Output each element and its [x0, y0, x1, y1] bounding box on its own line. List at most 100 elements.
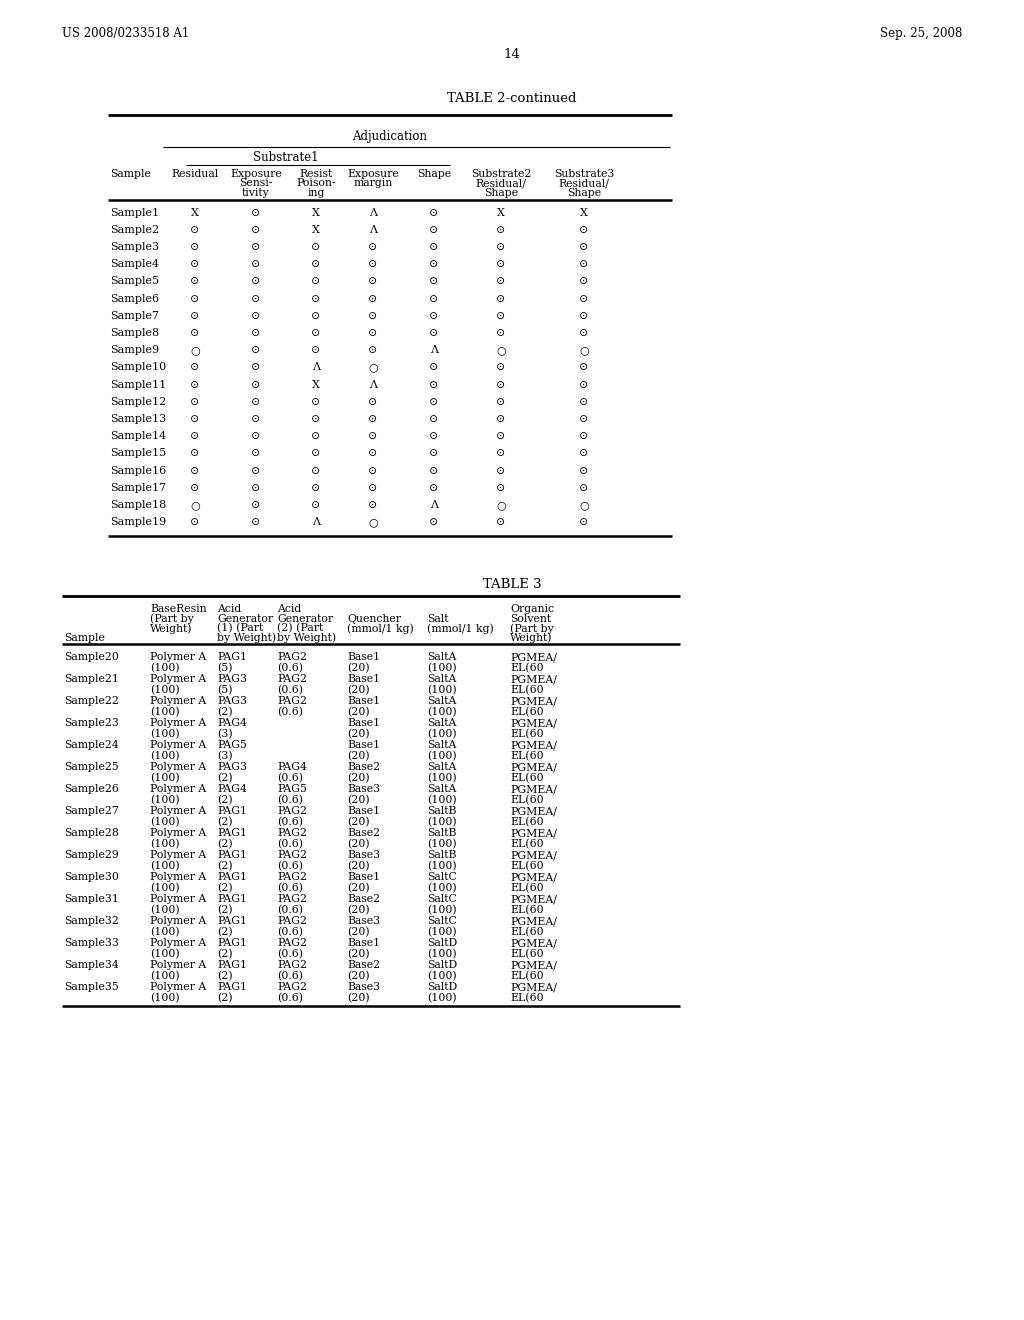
Text: Polymer A: Polymer A — [150, 982, 206, 993]
Text: PAG2: PAG2 — [278, 982, 307, 993]
Text: ⊙: ⊙ — [429, 224, 438, 235]
Text: SaltB: SaltB — [427, 807, 457, 816]
Text: Sample16: Sample16 — [110, 466, 166, 475]
Text: Polymer A: Polymer A — [150, 762, 206, 772]
Text: (100): (100) — [427, 729, 457, 739]
Text: (100): (100) — [150, 949, 179, 960]
Text: TABLE 2-continued: TABLE 2-continued — [447, 92, 577, 106]
Text: ing: ing — [307, 187, 325, 198]
Text: ⊙: ⊙ — [580, 259, 589, 269]
Text: PAG4: PAG4 — [217, 784, 247, 795]
Text: ⊙: ⊙ — [369, 483, 378, 492]
Text: PAG2: PAG2 — [278, 652, 307, 663]
Text: Polymer A: Polymer A — [150, 675, 206, 684]
Text: (100): (100) — [427, 906, 457, 916]
Text: 14: 14 — [504, 48, 520, 61]
Text: ⊙: ⊙ — [190, 483, 200, 492]
Text: (100): (100) — [427, 708, 457, 718]
Text: (100): (100) — [427, 751, 457, 762]
Text: ⊙: ⊙ — [497, 327, 506, 338]
Text: ⊙: ⊙ — [190, 310, 200, 321]
Text: PAG1: PAG1 — [217, 939, 247, 948]
Text: (100): (100) — [427, 817, 457, 828]
Text: ⊙: ⊙ — [497, 276, 506, 286]
Text: (100): (100) — [427, 663, 457, 673]
Text: Sample24: Sample24 — [63, 741, 119, 750]
Text: Base3: Base3 — [347, 850, 380, 861]
Text: (20): (20) — [347, 906, 370, 916]
Text: (0.6): (0.6) — [278, 949, 303, 960]
Text: Adjudication: Adjudication — [352, 129, 427, 143]
Text: ⊙: ⊙ — [369, 397, 378, 407]
Text: PAG4: PAG4 — [217, 718, 247, 729]
Text: (0.6): (0.6) — [278, 774, 303, 784]
Text: ⊙: ⊙ — [311, 259, 321, 269]
Text: EL(60: EL(60 — [510, 906, 544, 916]
Text: ⊙: ⊙ — [497, 310, 506, 321]
Text: ⊙: ⊙ — [580, 414, 589, 424]
Text: ⊙: ⊙ — [369, 259, 378, 269]
Text: ⊙: ⊙ — [369, 276, 378, 286]
Text: PAG2: PAG2 — [278, 939, 307, 948]
Text: PAG1: PAG1 — [217, 829, 247, 838]
Text: (100): (100) — [427, 927, 457, 937]
Text: Exposure: Exposure — [230, 169, 282, 180]
Text: ⊙: ⊙ — [429, 293, 438, 304]
Text: (0.6): (0.6) — [278, 663, 303, 673]
Text: EL(60: EL(60 — [510, 708, 544, 718]
Text: ⊙: ⊙ — [497, 362, 506, 372]
Text: (mmol/1 kg): (mmol/1 kg) — [427, 623, 494, 634]
Text: (0.6): (0.6) — [278, 883, 303, 894]
Text: Sample33: Sample33 — [63, 939, 119, 948]
Text: ⊙: ⊙ — [251, 207, 261, 218]
Text: PGMEA/: PGMEA/ — [510, 697, 557, 706]
Text: Generator: Generator — [278, 614, 333, 624]
Text: ⊙: ⊙ — [580, 397, 589, 407]
Text: EL(60: EL(60 — [510, 993, 544, 1003]
Text: PAG1: PAG1 — [217, 652, 247, 663]
Text: PGMEA/: PGMEA/ — [510, 718, 557, 729]
Text: Sample5: Sample5 — [110, 276, 159, 286]
Text: Sample29: Sample29 — [63, 850, 119, 861]
Text: Sample7: Sample7 — [110, 310, 159, 321]
Text: PAG2: PAG2 — [278, 895, 307, 904]
Text: Residual/: Residual/ — [475, 178, 526, 189]
Text: (100): (100) — [150, 751, 179, 762]
Text: ○: ○ — [580, 345, 589, 355]
Text: PAG5: PAG5 — [217, 741, 247, 750]
Text: Polymer A: Polymer A — [150, 741, 206, 750]
Text: (100): (100) — [427, 795, 457, 805]
Text: tivity: tivity — [242, 187, 270, 198]
Text: SaltA: SaltA — [427, 675, 457, 684]
Text: Sample2: Sample2 — [110, 224, 159, 235]
Text: ⊙: ⊙ — [190, 466, 200, 475]
Text: ⊙: ⊙ — [580, 517, 589, 527]
Text: PAG2: PAG2 — [278, 873, 307, 882]
Text: (0.6): (0.6) — [278, 861, 303, 871]
Text: ⊙: ⊙ — [369, 414, 378, 424]
Text: ⊙: ⊙ — [497, 414, 506, 424]
Text: (20): (20) — [347, 840, 370, 850]
Text: PAG1: PAG1 — [217, 807, 247, 816]
Text: ⊙: ⊙ — [311, 414, 321, 424]
Text: PAG2: PAG2 — [278, 807, 307, 816]
Text: Residual/: Residual/ — [558, 178, 609, 189]
Text: Weight): Weight) — [150, 623, 193, 634]
Text: SaltA: SaltA — [427, 697, 457, 706]
Text: Sample13: Sample13 — [110, 414, 166, 424]
Text: ⊙: ⊙ — [311, 345, 321, 355]
Text: ⊙: ⊙ — [251, 500, 261, 510]
Text: ○: ○ — [190, 500, 200, 510]
Text: Poison-: Poison- — [296, 178, 336, 189]
Text: ⊙: ⊙ — [429, 380, 438, 389]
Text: PAG2: PAG2 — [278, 675, 307, 684]
Text: SaltC: SaltC — [427, 873, 457, 882]
Text: SaltC: SaltC — [427, 895, 457, 904]
Text: PGMEA/: PGMEA/ — [510, 916, 557, 927]
Text: (100): (100) — [150, 685, 179, 696]
Text: PAG3: PAG3 — [217, 762, 247, 772]
Text: (0.6): (0.6) — [278, 972, 303, 982]
Text: Salt: Salt — [427, 614, 449, 624]
Text: (20): (20) — [347, 993, 370, 1003]
Text: SaltA: SaltA — [427, 741, 457, 750]
